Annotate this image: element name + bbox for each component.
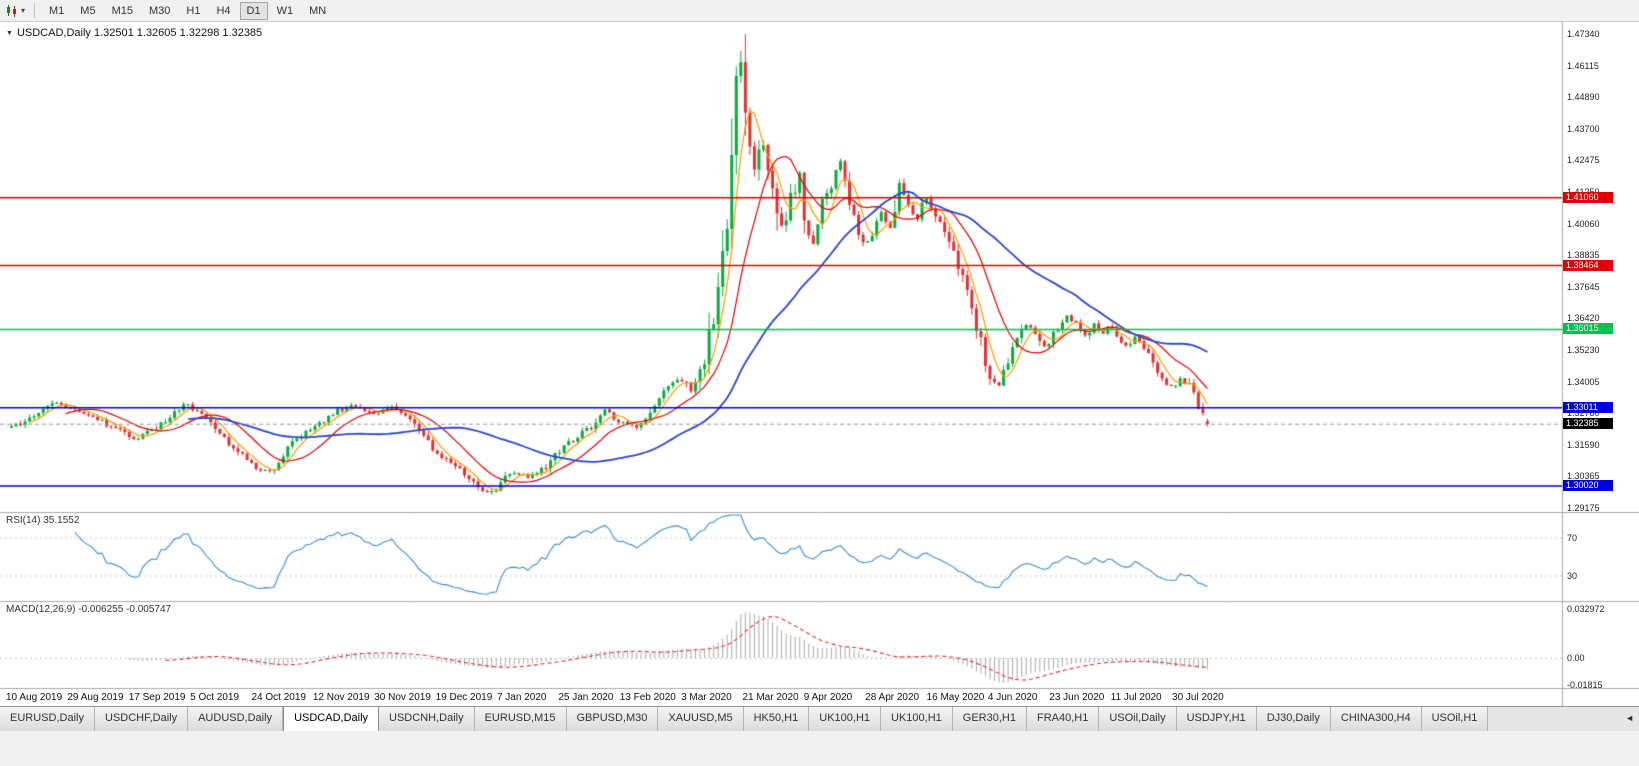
price-axis-label: 1.38835 xyxy=(1567,250,1600,261)
price-axis-label: 1.31590 xyxy=(1567,439,1600,450)
timeframe-button-m15[interactable]: M15 xyxy=(111,4,133,17)
timeframe-toolbar: ▾ M1 M5 M15 M30 H1 H4 D1 W1 MN xyxy=(0,0,1639,22)
time-axis-label: 21 Mar 2020 xyxy=(742,692,799,703)
time-axis-label: 4 Jun 2020 xyxy=(987,692,1038,703)
timeframe-button-h4[interactable]: H4 xyxy=(216,4,231,17)
symbol-tab-usdjpy-h1[interactable]: USDJPY,H1 xyxy=(1176,707,1257,731)
time-axis-label: 25 Jan 2020 xyxy=(558,692,614,703)
rsi-indicator-title: RSI(14) 35.1552 xyxy=(6,515,80,526)
symbol-tab-fra40-h1[interactable]: FRA40,H1 xyxy=(1026,707,1100,731)
current-price-tag: 1.32385 xyxy=(1563,418,1613,430)
timeframe-button-d1[interactable]: D1 xyxy=(239,1,268,20)
toolbar-separator xyxy=(34,3,36,18)
timeframe-button-w1[interactable]: W1 xyxy=(276,4,294,17)
time-axis-label: 29 Aug 2019 xyxy=(67,692,124,703)
price-chart-canvas[interactable] xyxy=(0,22,1639,706)
symbol-tab-usoil-daily[interactable]: USOil,Daily xyxy=(1099,707,1177,731)
timeframe-button-m1[interactable]: M1 xyxy=(49,4,65,17)
symbol-tab-uk100-h1[interactable]: UK100,H1 xyxy=(881,707,953,731)
time-axis-label: 10 Aug 2019 xyxy=(6,692,63,703)
time-axis-label: 23 Jun 2020 xyxy=(1049,692,1105,703)
symbol-tab-china300-h4[interactable]: CHINA300,H4 xyxy=(1330,707,1422,731)
rsi-level-label: 30 xyxy=(1567,571,1578,581)
symbol-tab-uk100-h1[interactable]: UK100,H1 xyxy=(809,707,882,731)
time-axis-label: 30 Nov 2019 xyxy=(374,692,431,703)
price-level-tag: 1.38464 xyxy=(1563,259,1613,271)
price-axis-label: 1.34005 xyxy=(1567,376,1600,387)
timeframe-button-mn[interactable]: MN xyxy=(309,4,327,17)
price-axis-label: 1.40060 xyxy=(1567,218,1600,229)
timeframe-button-m30[interactable]: M30 xyxy=(148,4,171,17)
symbol-tab-usoil-h1[interactable]: USOil,H1 xyxy=(1421,707,1489,731)
chart-type-icon[interactable] xyxy=(5,4,19,18)
symbol-tab-usdchf-daily[interactable]: USDCHF,Daily xyxy=(94,707,189,731)
price-axis-label: 1.46115 xyxy=(1567,60,1599,71)
symbol-tab-eurusd-m15[interactable]: EURUSD,M15 xyxy=(474,707,567,731)
time-axis-label: 24 Oct 2019 xyxy=(251,692,306,703)
symbol-tab-xauusd-m5[interactable]: XAUUSD,M5 xyxy=(658,707,744,731)
time-axis-label: 7 Jan 2020 xyxy=(496,692,547,703)
chart-window: ▼ USDCAD,Daily 1.32501 1.32605 1.32298 1… xyxy=(0,22,1639,706)
symbol-tab-usdcad-daily[interactable]: USDCAD,Daily xyxy=(283,707,380,731)
price-axis-label: 1.44890 xyxy=(1567,92,1600,103)
time-axis-label: 9 Apr 2020 xyxy=(803,692,853,703)
price-axis-label: 1.47340 xyxy=(1567,29,1600,39)
tab-scroll-left-button[interactable]: ◄ xyxy=(1622,712,1637,724)
price-axis-label: 1.35230 xyxy=(1567,345,1600,355)
time-axis-label: 11 Jul 2020 xyxy=(1110,692,1162,703)
price-axis-label: 1.37645 xyxy=(1567,281,1600,292)
time-axis-label: 16 May 2020 xyxy=(926,692,985,703)
time-axis-label: 17 Sep 2019 xyxy=(128,692,186,703)
collapse-icon[interactable]: ▼ xyxy=(6,29,13,37)
symbol-tab-hk50-h1[interactable]: HK50,H1 xyxy=(743,707,810,731)
price-axis-label: 1.30365 xyxy=(1567,471,1600,482)
time-axis-label: 5 Oct 2019 xyxy=(190,692,240,703)
time-axis-label: 28 Apr 2020 xyxy=(865,692,920,703)
symbol-tab-ger30-h1[interactable]: GER30,H1 xyxy=(952,707,1027,731)
time-axis-label: 12 Nov 2019 xyxy=(312,692,370,703)
timeframe-button-h1[interactable]: H1 xyxy=(186,4,201,17)
time-axis-label: 19 Dec 2019 xyxy=(435,692,493,703)
price-level-tag: 1.30020 xyxy=(1563,479,1613,491)
price-level-tag: 1.36015 xyxy=(1563,323,1613,335)
rsi-level-label: 70 xyxy=(1567,533,1578,543)
macd-axis-label: 0.032972 xyxy=(1567,603,1605,614)
time-axis-label: 3 Mar 2020 xyxy=(681,692,732,703)
chart-type-dropdown-icon[interactable]: ▾ xyxy=(21,6,26,15)
price-level-tag: 1.33011 xyxy=(1563,401,1613,413)
symbol-tab-usdcnh-daily[interactable]: USDCNH,Daily xyxy=(379,707,475,731)
macd-axis-label: 0.00 xyxy=(1567,653,1585,663)
price-axis-label: 1.43700 xyxy=(1567,123,1600,134)
price-axis-label: 1.36420 xyxy=(1567,313,1600,324)
time-axis-label: 13 Feb 2020 xyxy=(619,692,676,703)
chart-title: ▼ USDCAD,Daily 1.32501 1.32605 1.32298 1… xyxy=(6,27,262,39)
price-axis-label: 1.32780 xyxy=(1567,408,1600,419)
symbol-tab-audusd-daily[interactable]: AUDUSD,Daily xyxy=(188,707,284,731)
price-level-tag: 1.41060 xyxy=(1563,191,1613,203)
macd-indicator-title: MACD(12,26,9) -0.006255 -0.005747 xyxy=(6,604,172,615)
price-axis-label: 1.42475 xyxy=(1567,155,1600,166)
timeframe-buttons: M1 M5 M15 M30 H1 H4 D1 W1 MN xyxy=(41,1,334,20)
symbol-tabbar: EURUSD,Daily USDCHF,Daily AUDUSD,Daily USDC… xyxy=(0,706,1639,731)
time-axis-label: 30 Jul 2020 xyxy=(1172,692,1224,703)
timeframe-button-m5[interactable]: M5 xyxy=(80,4,96,17)
symbol-tab-dj30-daily[interactable]: DJ30,Daily xyxy=(1256,707,1331,731)
price-axis-label: 1.29175 xyxy=(1567,503,1600,513)
chart-title-text: USDCAD,Daily 1.32501 1.32605 1.32298 1.3… xyxy=(16,27,263,39)
macd-axis-label: -0.01815 xyxy=(1567,680,1603,691)
symbol-tab-gbpusd-m30[interactable]: GBPUSD,M30 xyxy=(566,707,659,731)
symbol-tab-eurusd-daily[interactable]: EURUSD,Daily xyxy=(0,707,95,731)
